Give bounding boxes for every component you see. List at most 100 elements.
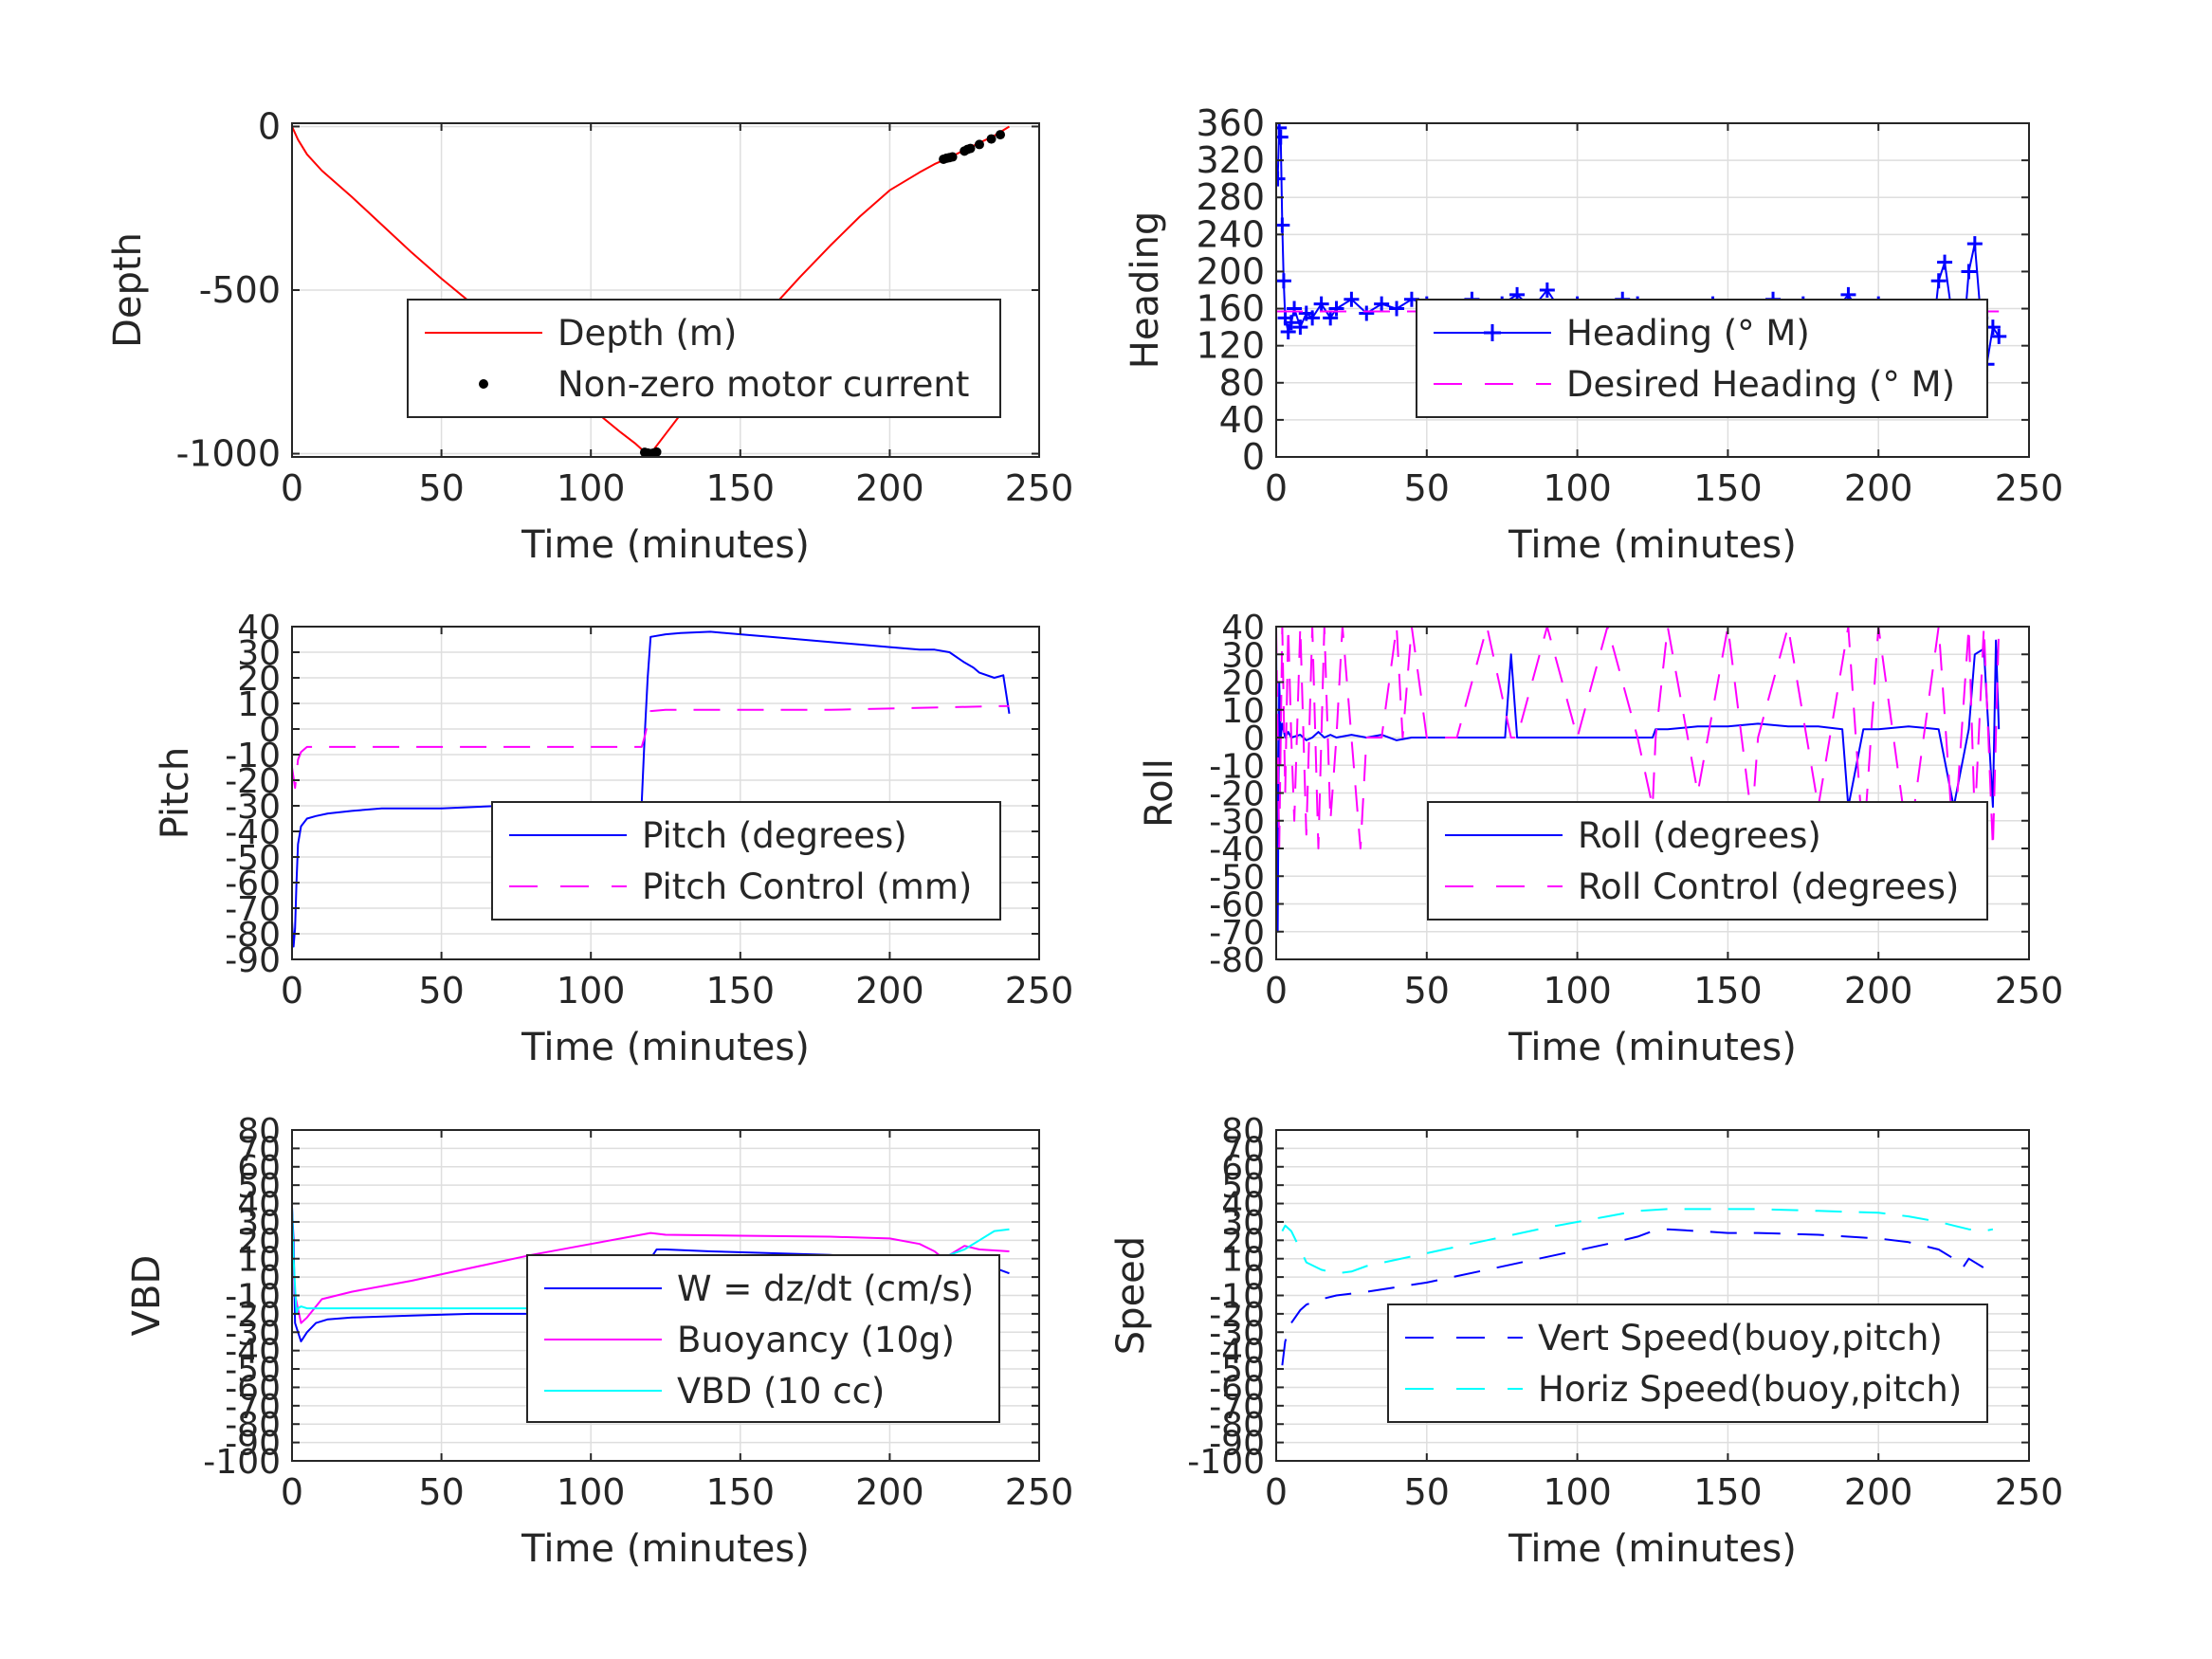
heading-ytick-label: 200: [1196, 250, 1265, 292]
vbd-xtick-label: 50: [418, 1471, 464, 1513]
heading-ylabel: Heading: [1124, 211, 1167, 369]
heading-series-0-marker: [1276, 129, 1289, 145]
speed-ytick-label: 80: [1221, 1112, 1265, 1151]
pitch-ytick-label: -50: [225, 839, 281, 878]
heading-series-0-marker: [1344, 291, 1360, 307]
depth-ytick-label: -1000: [176, 433, 281, 475]
vbd-ytick-label: -100: [203, 1443, 281, 1482]
heading-ytick-label: 160: [1196, 288, 1265, 330]
vbd-ytick-label: 10: [237, 1241, 281, 1280]
speed-ytick-label: -10: [1209, 1278, 1265, 1317]
roll-ytick-label: -10: [1209, 747, 1265, 786]
roll-ytick-label: -60: [1209, 886, 1265, 925]
heading-series-0-marker: [1991, 328, 2007, 344]
pitch-legend: Pitch (degrees) Pitch Control (mm): [491, 801, 1001, 921]
vbd-xtick-label: 200: [855, 1471, 924, 1513]
vbd-legend-label: Buoyancy (10g): [677, 1320, 955, 1360]
speed-series-0-line: [1281, 1228, 1994, 1366]
depth-xtick-label: 200: [855, 467, 924, 509]
roll-ytick-label: -70: [1209, 914, 1265, 953]
roll-ytick-label: -30: [1209, 803, 1265, 842]
speed-ytick-label: -70: [1209, 1388, 1265, 1427]
vbd-ytick-label: -70: [225, 1388, 281, 1427]
speed-legend: Vert Speed(buoy,pitch) Horiz Speed(buoy,p…: [1387, 1304, 1988, 1423]
speed-ylabel: Speed: [1109, 1236, 1153, 1355]
vbd-ytick-label: -90: [225, 1425, 281, 1464]
heading-series-0-marker: [1374, 296, 1390, 312]
speed-xtick-label: 200: [1844, 1471, 1913, 1513]
depth-ytick-label: -500: [199, 269, 281, 311]
speed-legend-label: Vert Speed(buoy,pitch): [1538, 1318, 1943, 1358]
heading-series-0-marker: [1961, 264, 1977, 280]
pitch-xtick-label: 0: [281, 970, 303, 1012]
roll-xlabel: Time (minutes): [1508, 1026, 1797, 1069]
heading-ytick-label: 80: [1219, 362, 1265, 404]
depth-series-1-point: [651, 447, 662, 457]
heading-legend-label: Desired Heading (° M): [1566, 364, 1955, 405]
depth-ylabel: Depth: [106, 232, 150, 348]
vbd-legend-label: VBD (10 cc): [677, 1371, 885, 1412]
roll-ytick-label: -40: [1209, 830, 1265, 869]
pitch-panel: 0 50 100 150 200 250-90-80-70-60-50-40-30-20-…: [154, 609, 1073, 1069]
pitch-xtick-label: 250: [1005, 970, 1074, 1012]
heading-legend-label: Heading (° M): [1566, 313, 1810, 354]
heading-legend: Heading (° M) Desired Heading (° M): [1416, 299, 1988, 418]
depth-xtick-label: 0: [281, 467, 303, 509]
pitch-ytick-label: 40: [237, 609, 281, 647]
speed-ytick-label: -40: [1209, 1333, 1265, 1372]
vbd-ytick-label: 20: [237, 1222, 281, 1261]
heading-series-0-marker: [1389, 301, 1405, 317]
speed-legend-box: [1387, 1304, 1988, 1423]
roll-ytick-label: 10: [1221, 692, 1265, 731]
depth-xtick-label: 250: [1005, 467, 1074, 509]
pitch-axes-box: [291, 626, 1040, 960]
speed-xlabel: Time (minutes): [1508, 1527, 1797, 1571]
depth-series-group: [292, 125, 1011, 457]
pitch-xtick-label: 100: [557, 970, 626, 1012]
vbd-ytick-label: 60: [237, 1149, 281, 1188]
speed-xtick-label: 50: [1404, 1471, 1450, 1513]
heading-series-0-marker: [1313, 296, 1329, 312]
heading-series-0-marker: [1930, 273, 1947, 289]
depth-legend: Depth (m) Non-zero motor current: [407, 299, 1001, 418]
vbd-ytick-label: -80: [225, 1406, 281, 1445]
pitch-ylabel: Pitch: [154, 747, 197, 839]
heading-xlabel: Time (minutes): [1508, 523, 1797, 567]
depth-series-1-point: [986, 134, 996, 144]
pitch-ytick-label: -10: [225, 737, 281, 775]
heading-ytick-label: 240: [1196, 213, 1265, 255]
pitch-legend-label: Pitch (degrees): [642, 815, 907, 856]
vbd-ytick-label: 50: [237, 1167, 281, 1206]
depth-series-1-point: [974, 139, 984, 150]
depth-panel: 0 50 100 150 200 250 0 -500 -1000 Time (minutes) D…: [106, 105, 1073, 567]
depth-ytick-label: 0: [258, 105, 281, 147]
pitch-ytick-label: 0: [259, 711, 281, 750]
vbd-legend: W = dz/dt (cm/s) Buoyancy (10g) VBD (10 cc…: [526, 1254, 1000, 1423]
depth-xlabel: Time (minutes): [521, 523, 810, 567]
roll-series-1-line: [1276, 627, 2001, 849]
heading-series-0-marker: [1539, 283, 1555, 298]
pitch-series-group: [292, 630, 1011, 948]
pitch-ytick-label: -30: [225, 788, 281, 827]
pitch-ytick-label: -60: [225, 865, 281, 903]
vbd-panel: 0 50 100 150 200 25080706050403020100-10-20-3…: [125, 1112, 1073, 1571]
speed-ytick-label: -30: [1209, 1314, 1265, 1353]
heading-axes-box: [1275, 122, 2030, 458]
vbd-ytick-label: 80: [237, 1112, 281, 1151]
speed-ytick-label: 40: [1221, 1186, 1265, 1225]
vbd-xtick-label: 250: [1005, 1471, 1074, 1513]
vbd-ytick-label: -20: [225, 1296, 281, 1335]
pitch-ytick-label: 20: [237, 660, 281, 699]
roll-ytick-label: -80: [1209, 941, 1265, 980]
speed-panel: 0 50 100 150 200 25080706050403020100-10-20-3…: [1109, 1112, 2063, 1571]
pitch-ytick-label: -80: [225, 916, 281, 955]
roll-legend-label: Roll (degrees): [1578, 815, 1821, 856]
speed-ytick-label: -90: [1209, 1425, 1265, 1464]
pitch-xtick-label: 150: [706, 970, 776, 1012]
heading-series-0-marker: [1283, 315, 1299, 331]
speed-ytick-label: -60: [1209, 1369, 1265, 1408]
heading-series-0-marker: [1276, 123, 1288, 136]
roll-legend-label: Roll Control (degrees): [1578, 866, 1959, 907]
heading-series-0-marker: [1292, 319, 1308, 336]
